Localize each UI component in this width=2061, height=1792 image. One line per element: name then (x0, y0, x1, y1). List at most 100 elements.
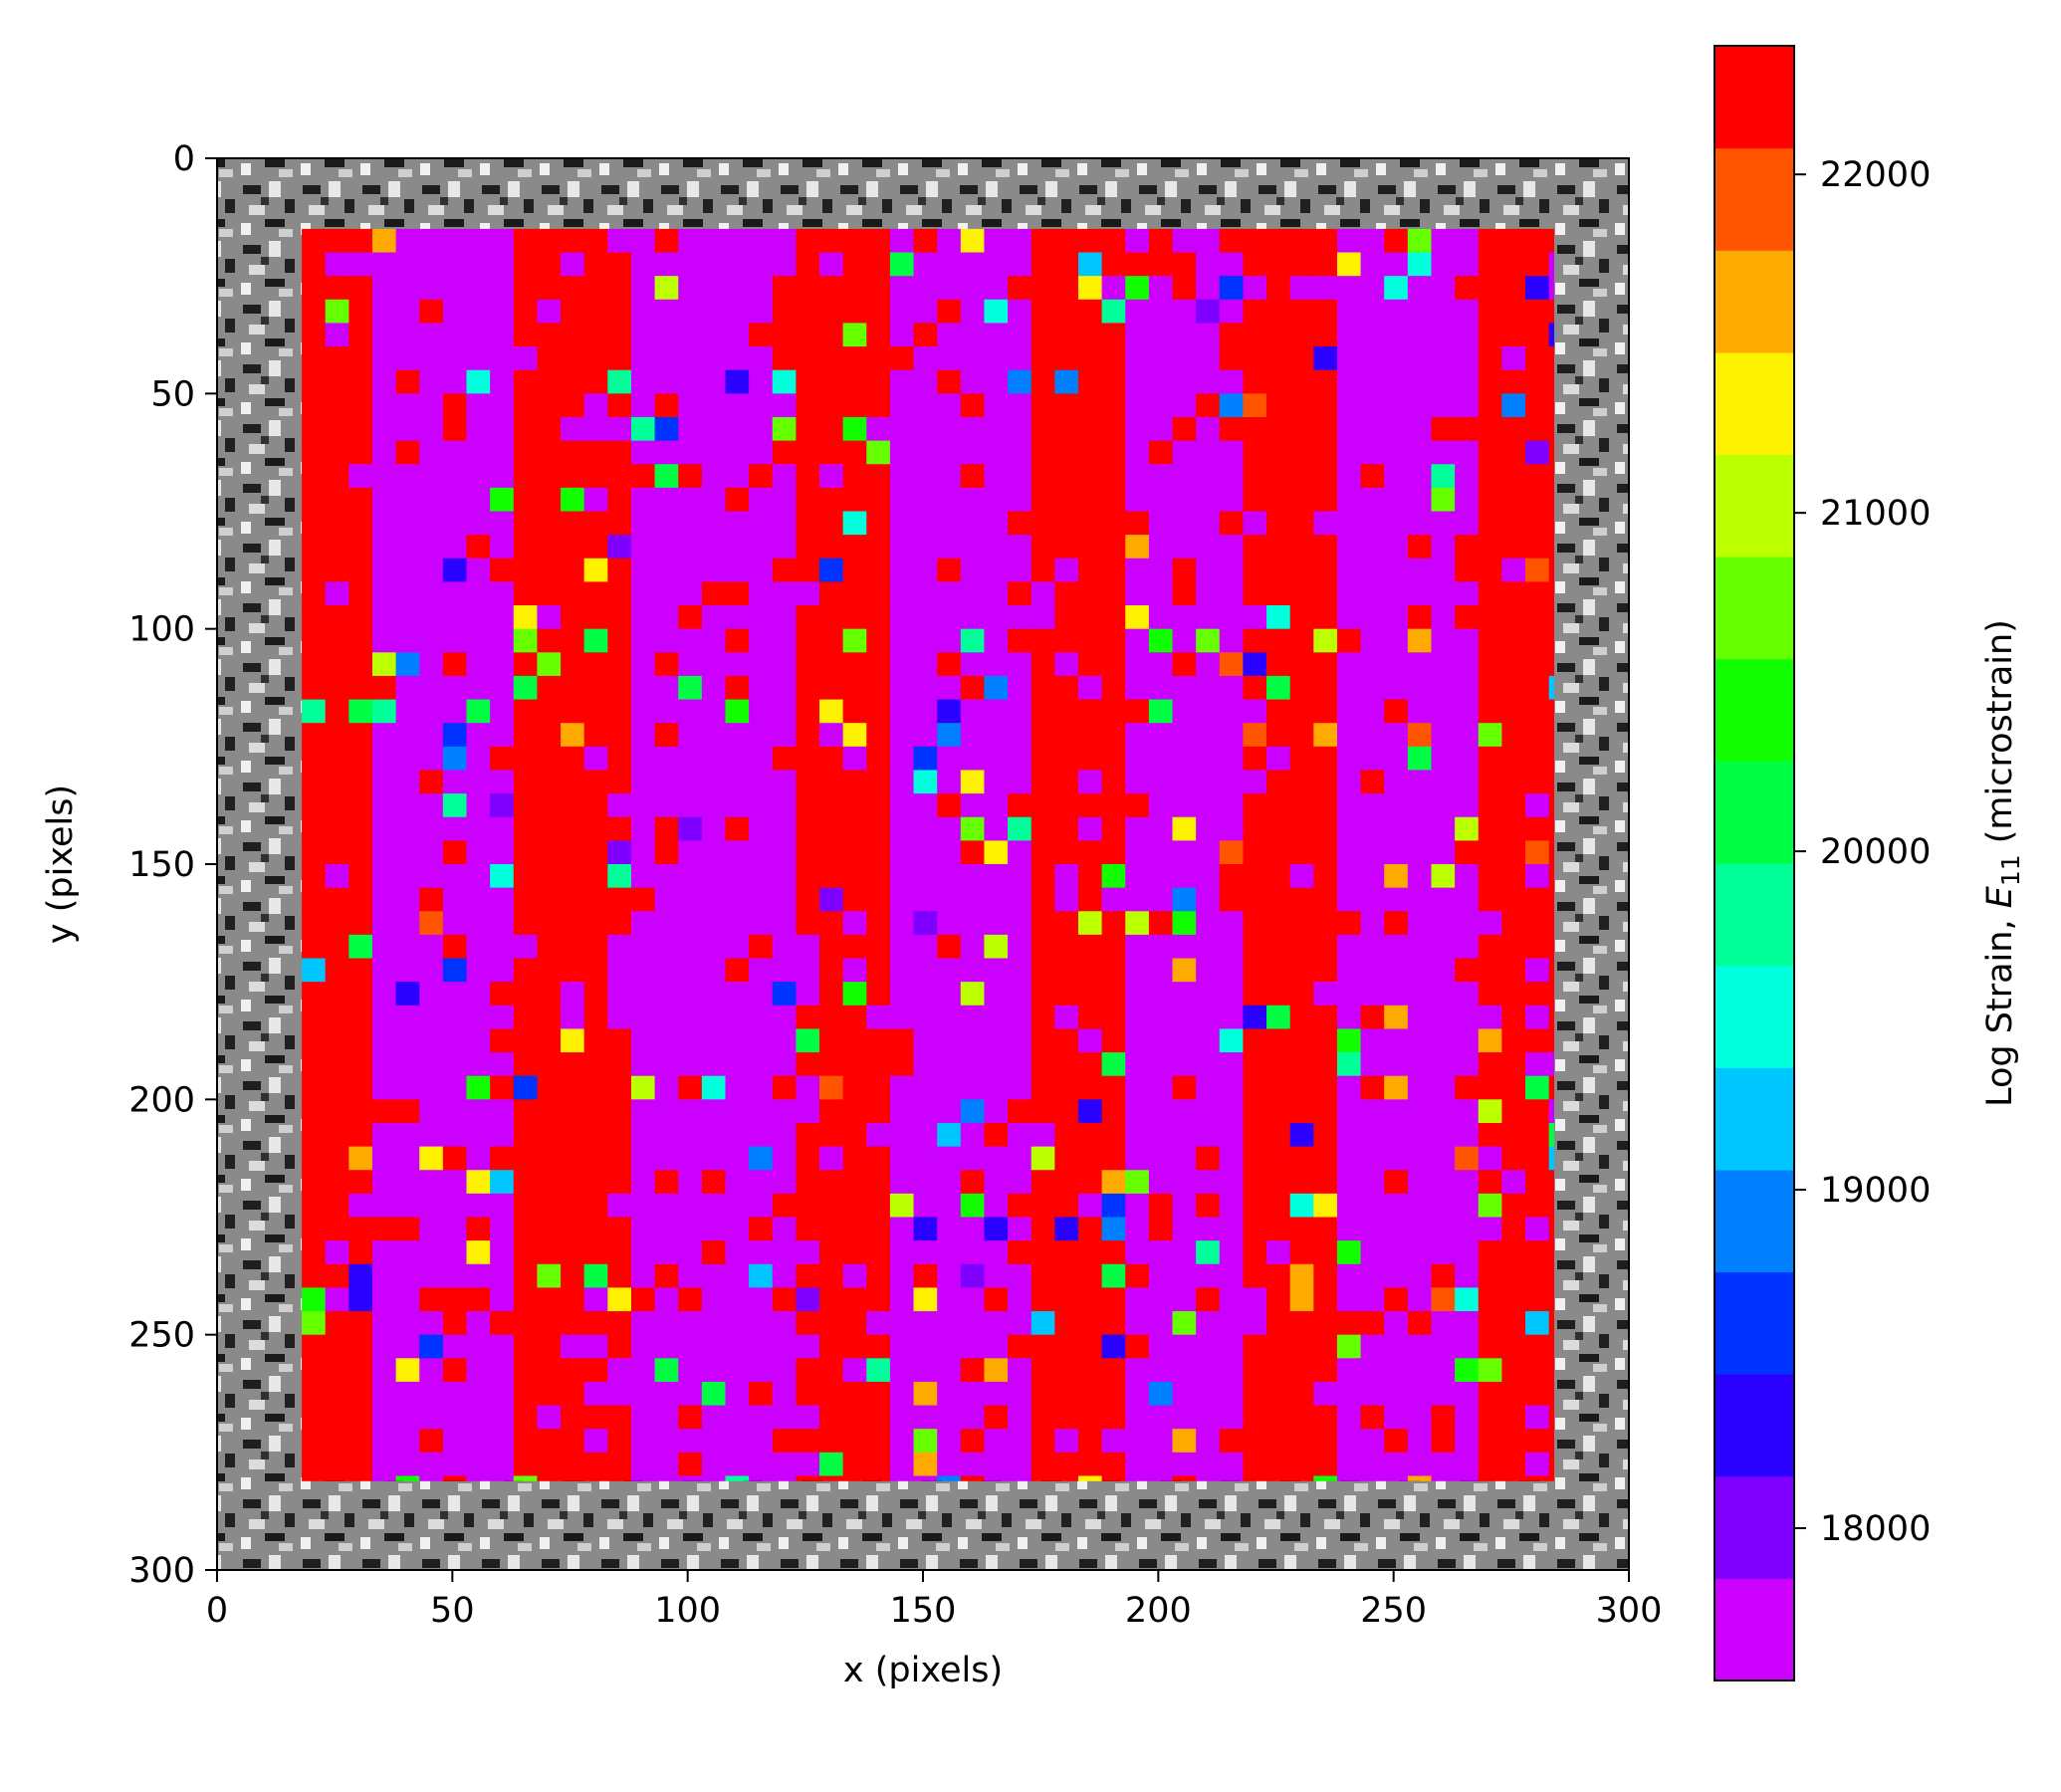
heatmap-cell (796, 723, 820, 748)
heatmap-cell (583, 1358, 608, 1383)
heatmap-cell (1077, 1005, 1103, 1030)
heatmap-cell (701, 887, 727, 912)
heatmap-cell (654, 511, 679, 536)
heatmap-cell (1101, 581, 1126, 606)
heatmap-cell (348, 440, 373, 465)
heatmap-cell (348, 770, 373, 794)
heatmap-cell (466, 958, 491, 983)
heatmap-cell (819, 1240, 844, 1265)
heatmap-cell (1172, 511, 1197, 536)
heatmap-cell (1008, 323, 1032, 347)
heatmap-cell (1125, 1217, 1150, 1241)
heatmap-cell (772, 323, 797, 347)
heatmap-cell (1101, 675, 1126, 701)
heatmap-cell (1125, 487, 1150, 513)
heatmap-cell (866, 416, 891, 442)
heatmap-cell (1336, 1358, 1362, 1383)
heatmap-cell (1077, 699, 1103, 724)
heatmap-cell (701, 1311, 727, 1336)
heatmap-cell (1360, 1240, 1385, 1265)
heatmap-cell (302, 1122, 327, 1148)
heatmap-cell (772, 464, 797, 489)
heatmap-cell (701, 1405, 727, 1430)
heatmap-cell (442, 934, 468, 960)
heatmap-cell (889, 369, 915, 394)
heatmap-cell (1101, 628, 1126, 653)
heatmap-cell (866, 864, 891, 889)
heatmap-cell (442, 416, 468, 442)
heatmap-cell (442, 1052, 468, 1077)
heatmap-cell (395, 558, 420, 582)
heatmap-cell (1501, 1263, 1526, 1288)
heatmap-cell (913, 393, 938, 418)
heatmap-cell (1030, 1005, 1055, 1030)
heatmap-cell (1054, 1311, 1079, 1336)
heatmap-cell (1548, 770, 1554, 794)
heatmap-cell (1360, 1358, 1385, 1383)
heatmap-cell (1313, 699, 1338, 724)
heatmap-cell (1219, 511, 1245, 536)
heatmap-cell (1148, 770, 1174, 794)
heatmap-cell (513, 887, 539, 912)
heatmap-cell (725, 464, 750, 489)
heatmap-cell (725, 487, 750, 513)
heatmap-cell (325, 1052, 349, 1077)
heatmap-cell (1336, 793, 1362, 818)
heatmap-cell (1336, 1287, 1362, 1312)
heatmap-cell (537, 323, 562, 347)
heatmap-cell (960, 346, 986, 371)
heatmap-cell (466, 1193, 491, 1219)
heatmap-cell (749, 1240, 774, 1265)
heatmap-cell (371, 1146, 397, 1171)
heatmap-cell (654, 346, 679, 371)
heatmap-cell (1008, 1193, 1032, 1219)
heatmap-cell (302, 840, 327, 865)
heatmap-cell (1336, 628, 1362, 653)
heatmap-cell (819, 1381, 844, 1407)
heatmap-cell (796, 1099, 820, 1124)
heatmap-cell (1313, 1475, 1338, 1481)
heatmap-cell (513, 464, 539, 489)
heatmap-cell (1008, 1146, 1032, 1171)
heatmap-cell (348, 982, 373, 1007)
heatmap-cell (1101, 887, 1126, 912)
heatmap-cell (561, 252, 585, 277)
heatmap-cell (889, 652, 915, 677)
heatmap-cell (371, 581, 397, 606)
heatmap-cell (371, 1452, 397, 1477)
heatmap-cell (1054, 1146, 1079, 1171)
heatmap-cell (678, 816, 703, 841)
heatmap-cell (630, 252, 656, 277)
heatmap-cell (1008, 1287, 1032, 1312)
heatmap-cell (654, 864, 679, 889)
heatmap-cell (1336, 770, 1362, 794)
heatmap-cell (1384, 911, 1409, 936)
heatmap-cell (701, 581, 727, 606)
heatmap-cell (490, 1170, 515, 1195)
heatmap-cell (1313, 1193, 1338, 1219)
heatmap-cell (772, 1452, 797, 1477)
heatmap-cell (866, 440, 891, 465)
y-tick-label: 50 (150, 374, 195, 414)
heatmap-cell (395, 1122, 420, 1148)
heatmap-cell (913, 1311, 938, 1336)
heatmap-cell (607, 1475, 632, 1481)
heatmap-cell (1148, 1452, 1174, 1477)
heatmap-cell (701, 1263, 727, 1288)
heatmap-cell (913, 816, 938, 841)
heatmap-cell (1125, 1028, 1150, 1053)
heatmap-cell (348, 1099, 373, 1124)
heatmap-cell (819, 1028, 844, 1053)
heatmap-cell (749, 1311, 774, 1336)
heatmap-cell (537, 816, 562, 841)
heatmap-cell (490, 840, 515, 865)
heatmap-cell (1196, 299, 1221, 325)
heatmap-cell (1384, 1052, 1409, 1077)
heatmap-cell (1008, 934, 1032, 960)
heatmap-cell (561, 1099, 585, 1124)
heatmap-cell (1384, 1405, 1409, 1430)
heatmap-cell (1336, 511, 1362, 536)
heatmap-cell (395, 228, 420, 254)
heatmap-cell (490, 628, 515, 653)
heatmap-cell (537, 1217, 562, 1241)
